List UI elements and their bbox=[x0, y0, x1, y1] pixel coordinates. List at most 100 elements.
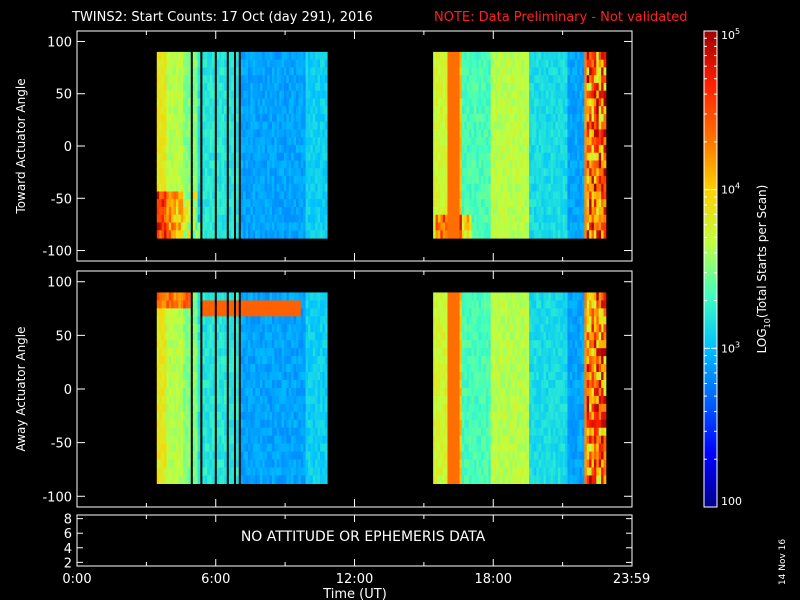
heatmap-cell bbox=[577, 230, 580, 239]
heatmap-cell bbox=[178, 168, 182, 177]
heatmap-cell bbox=[293, 183, 297, 193]
heatmap-cell bbox=[596, 75, 600, 84]
heatmap-cell bbox=[209, 90, 213, 100]
heatmap-cell bbox=[483, 199, 487, 208]
heatmap-cell bbox=[250, 206, 254, 216]
heatmap-cell bbox=[166, 340, 170, 349]
heatmap-cell bbox=[235, 51, 239, 61]
heatmap-cell bbox=[442, 121, 446, 131]
heatmap-cell bbox=[231, 348, 234, 357]
heatmap-cell bbox=[204, 308, 208, 317]
heatmap-cell bbox=[163, 372, 167, 381]
heatmap-cell bbox=[536, 191, 540, 200]
heatmap-cell bbox=[195, 106, 198, 115]
heatmap-cell bbox=[555, 82, 559, 92]
heatmap-cell bbox=[521, 222, 525, 231]
heatmap-cell bbox=[565, 121, 568, 131]
heatmap-cell bbox=[267, 160, 270, 169]
heatmap-cell bbox=[502, 222, 506, 231]
heatmap-cell bbox=[286, 199, 290, 208]
heatmap-cell bbox=[295, 435, 299, 445]
heatmap-cell bbox=[252, 98, 256, 107]
heatmap-cell bbox=[291, 340, 294, 349]
heatmap-cell bbox=[192, 98, 196, 107]
heatmap-cell bbox=[574, 214, 578, 224]
heatmap-cell bbox=[245, 316, 249, 325]
heatmap-cell bbox=[269, 98, 273, 107]
heatmap-cell bbox=[310, 51, 314, 61]
heatmap-cell bbox=[548, 129, 552, 138]
heatmap-cell bbox=[274, 372, 278, 381]
heatmap-cell bbox=[589, 106, 592, 115]
heatmap-cell bbox=[228, 113, 232, 123]
heatmap-cell bbox=[219, 459, 222, 469]
heatmap-cell bbox=[440, 443, 444, 453]
heatmap-cell bbox=[262, 332, 266, 341]
heatmap-cell bbox=[303, 316, 306, 325]
heatmap-cell bbox=[207, 348, 210, 357]
heatmap-cell bbox=[243, 183, 246, 193]
heatmap-cell bbox=[548, 90, 552, 100]
heatmap-cell bbox=[221, 152, 225, 162]
heatmap-cell bbox=[536, 106, 540, 115]
heatmap-cell bbox=[315, 403, 318, 413]
heatmap-cell bbox=[163, 113, 167, 123]
heatmap-cell bbox=[204, 443, 208, 453]
heatmap-cell bbox=[235, 379, 239, 389]
heatmap-cell bbox=[567, 144, 571, 154]
heatmap-cell bbox=[247, 379, 251, 389]
heatmap-cell bbox=[319, 129, 323, 138]
heatmap-cell bbox=[180, 222, 184, 231]
heatmap-cell bbox=[168, 300, 172, 309]
heatmap-cell bbox=[507, 183, 511, 193]
heatmap-cell bbox=[185, 348, 189, 357]
heatmap-cell bbox=[286, 230, 290, 239]
heatmap-cell bbox=[279, 364, 282, 373]
heatmap-cell bbox=[255, 191, 258, 200]
heatmap-cell bbox=[202, 75, 206, 84]
heatmap-cell bbox=[156, 175, 160, 185]
heatmap-cell bbox=[259, 152, 263, 162]
heatmap-cell bbox=[519, 160, 523, 169]
heatmap-cell bbox=[305, 308, 309, 317]
heatmap-cell bbox=[219, 98, 222, 107]
heatmap-cell bbox=[298, 443, 302, 453]
heatmap-cell bbox=[245, 340, 249, 349]
heatmap-cell bbox=[271, 98, 275, 107]
heatmap-cell bbox=[457, 59, 460, 69]
heatmap-cell bbox=[319, 316, 323, 325]
heatmap-cell bbox=[156, 395, 160, 405]
heatmap-cell bbox=[286, 451, 290, 461]
heatmap-cell bbox=[529, 160, 532, 169]
heatmap-cell bbox=[307, 222, 311, 231]
heatmap-cell bbox=[433, 160, 436, 169]
heatmap-cell bbox=[243, 435, 246, 445]
heatmap-cell bbox=[596, 199, 600, 208]
heatmap-cell bbox=[584, 183, 588, 193]
heatmap-cell bbox=[577, 160, 580, 169]
heatmap-cell bbox=[161, 152, 165, 162]
heatmap-cell bbox=[252, 364, 256, 373]
heatmap-cell bbox=[519, 113, 523, 123]
heatmap-cell bbox=[303, 372, 306, 381]
heatmap-cell bbox=[197, 129, 201, 138]
heatmap-cell bbox=[175, 137, 179, 146]
heatmap-cell bbox=[322, 75, 326, 84]
heatmap-cell bbox=[505, 121, 508, 131]
heatmap-cell bbox=[305, 137, 309, 146]
heatmap-cell bbox=[240, 206, 244, 216]
heatmap-cell bbox=[231, 67, 234, 76]
heatmap-cell bbox=[454, 121, 458, 131]
heatmap-cell bbox=[433, 175, 436, 185]
heatmap-cell bbox=[452, 230, 456, 239]
heatmap-cell bbox=[596, 121, 600, 131]
heatmap-cell bbox=[187, 137, 191, 146]
heatmap-cell bbox=[322, 230, 326, 239]
heatmap-cell bbox=[192, 183, 196, 193]
heatmap-cell bbox=[171, 475, 174, 484]
heatmap-cell bbox=[548, 121, 552, 131]
heatmap-cell bbox=[166, 316, 170, 325]
heatmap-cell bbox=[291, 459, 294, 469]
heatmap-cell bbox=[178, 475, 182, 484]
heatmap-cell bbox=[517, 183, 520, 193]
